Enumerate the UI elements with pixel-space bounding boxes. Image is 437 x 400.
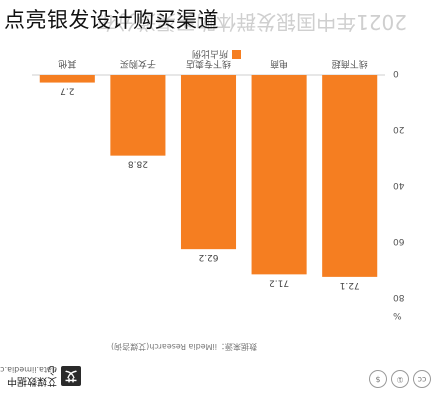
x-tick-label: 其他 xyxy=(58,58,76,70)
y-tick-label: 60 xyxy=(393,236,405,246)
overlay-title: 点亮银发设计购买渠道 xyxy=(4,8,219,32)
bar xyxy=(110,75,166,156)
noncommercial-icon: $ xyxy=(369,370,387,388)
license-icons: cc ① $ xyxy=(369,370,431,388)
brand-domain: data.iimedia.cn xyxy=(0,365,57,374)
bar xyxy=(39,75,95,83)
x-tick-label: 线下专卖店 xyxy=(186,58,231,70)
y-tick-label: 20 xyxy=(393,124,405,134)
bar-value-label: 28.8 xyxy=(128,159,148,169)
x-tick-label: 线下商超 xyxy=(332,58,368,70)
bar xyxy=(251,75,307,275)
legend-label: 所占比例 xyxy=(192,48,228,60)
x-tick-label: 电商 xyxy=(270,58,288,70)
bar-value-label: 72.1 xyxy=(340,280,360,290)
bar-value-label: 62.2 xyxy=(198,252,218,262)
brand-logo: 艾 xyxy=(61,366,81,386)
bar xyxy=(322,75,378,277)
bar-value-label: 71.2 xyxy=(269,277,289,287)
y-tick-label: 80 xyxy=(393,292,405,302)
bar-value-label: 2.7 xyxy=(60,86,74,96)
y-tick-label: 0 xyxy=(393,68,399,78)
source-note: 数据来源：iiMedia Research(艾媒咨询) xyxy=(111,342,257,351)
x-tick-label: 子女购买 xyxy=(120,58,156,70)
y-tick-label: 40 xyxy=(393,180,405,190)
creative-commons-icon: cc xyxy=(413,370,431,388)
y-unit-label: % xyxy=(393,310,402,320)
legend-swatch xyxy=(232,50,241,59)
bar xyxy=(180,75,237,250)
attribution-icon: ① xyxy=(391,370,409,388)
